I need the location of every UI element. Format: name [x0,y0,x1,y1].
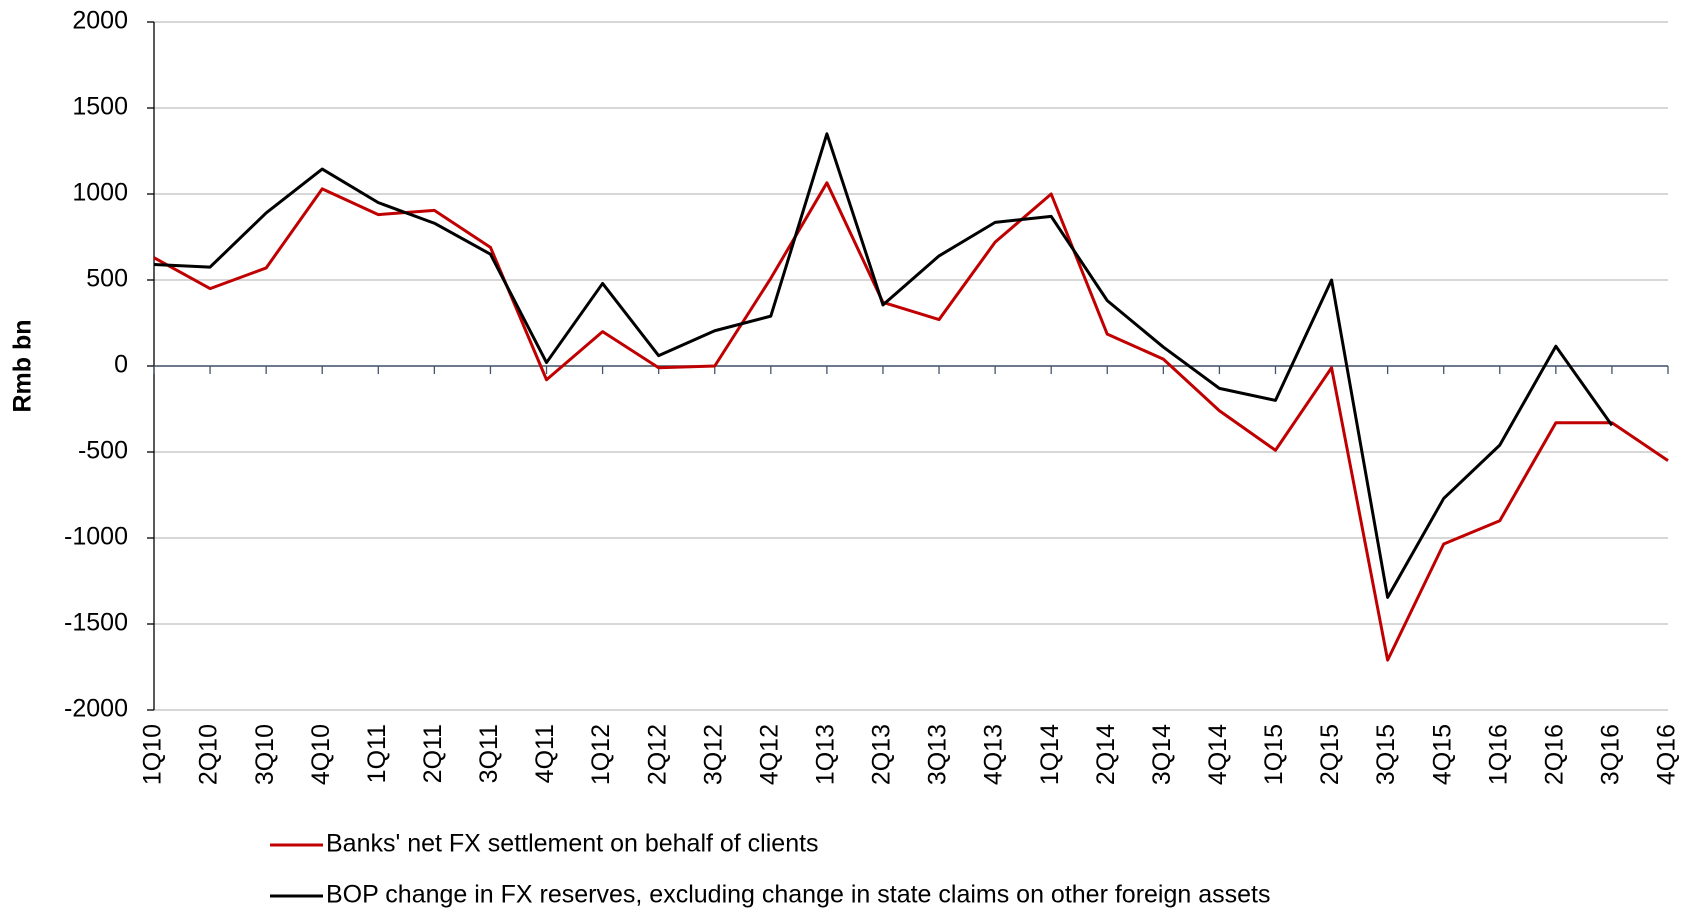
x-tick-label: 1Q15 [1260,724,1288,785]
legend-label: BOP change in FX reserves, excluding cha… [326,881,1271,909]
x-tick-label: 2Q14 [1092,724,1120,785]
y-tick-label: -2000 [64,695,128,723]
x-tick-label: 4Q15 [1428,724,1456,785]
series-line [153,132,1614,599]
y-tick-label: -1500 [64,609,128,637]
x-tick-label: 2Q13 [868,724,896,785]
x-tick-label: 3Q11 [475,724,503,783]
x-tick-label: 2Q15 [1316,724,1344,785]
x-tick-label: 3Q16 [1597,724,1625,785]
x-tick-label: 1Q12 [587,724,615,785]
x-tick-label: 4Q16 [1653,724,1681,785]
x-tick-label: 4Q10 [307,724,335,785]
legend-label: Banks' net FX settlement on behalf of cl… [326,830,819,858]
x-tick-label: 4Q11 [531,724,559,783]
y-tick-label: -1000 [64,523,128,551]
x-tick-label: 3Q14 [1148,724,1176,785]
x-tick-label: 2Q16 [1540,724,1568,785]
x-tick-label: 1Q10 [139,724,167,785]
y-tick-label: 2000 [72,7,128,35]
series-line [153,181,1669,662]
y-axis-label: Rmb bn [9,319,37,412]
y-tick-label: 500 [86,265,128,293]
x-tick-label: 4Q14 [1204,724,1232,785]
x-tick-label: 3Q15 [1372,724,1400,785]
x-tick-label: 2Q12 [643,724,671,785]
y-tick-label: 1500 [72,93,128,121]
x-tick-label: 1Q14 [1036,724,1064,785]
y-tick-label: 1000 [72,179,128,207]
x-tick-label: 4Q12 [755,724,783,785]
y-tick-label: -500 [78,437,128,465]
y-tick-label: 0 [114,351,128,379]
x-tick-label: 1Q13 [811,724,839,785]
x-tick-label: 3Q12 [699,724,727,785]
x-tick-label: 4Q13 [980,724,1008,785]
x-tick-label: 3Q13 [924,724,952,785]
x-tick-label: 2Q10 [195,724,223,785]
x-tick-label: 3Q10 [251,724,279,785]
x-tick-label: 2Q11 [419,724,447,783]
x-tick-label: 1Q11 [363,724,391,783]
x-tick-label: 1Q16 [1484,724,1512,785]
